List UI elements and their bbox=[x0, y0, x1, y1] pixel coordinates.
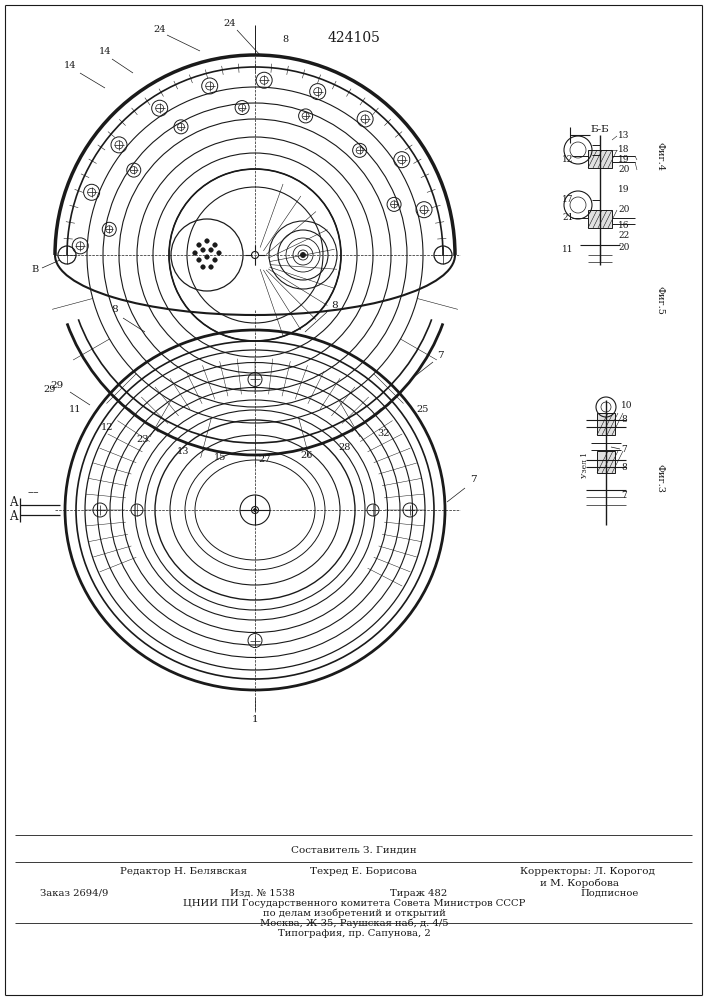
Circle shape bbox=[205, 255, 209, 259]
Text: Техред Е. Борисова: Техред Е. Борисова bbox=[310, 866, 417, 876]
Text: 21: 21 bbox=[562, 214, 573, 223]
Text: 8: 8 bbox=[621, 416, 626, 424]
Circle shape bbox=[205, 239, 209, 243]
Circle shape bbox=[254, 508, 257, 512]
Circle shape bbox=[213, 258, 217, 262]
Text: Москва, Ж-35, Раушская наб, д. 4/5: Москва, Ж-35, Раушская наб, д. 4/5 bbox=[259, 918, 448, 928]
Text: 29: 29 bbox=[50, 380, 64, 389]
Text: –: – bbox=[33, 487, 37, 497]
Text: B: B bbox=[31, 265, 39, 274]
Text: ЦНИИ ПИ Государственного комитета Совета Министров СССР: ЦНИИ ПИ Государственного комитета Совета… bbox=[183, 898, 525, 908]
Text: и М. Коробова: и М. Коробова bbox=[540, 878, 619, 888]
Text: 14: 14 bbox=[99, 47, 111, 56]
Text: Узел 1: Узел 1 bbox=[581, 452, 589, 478]
Text: 8: 8 bbox=[282, 35, 288, 44]
Text: 24: 24 bbox=[153, 24, 166, 33]
Text: 32: 32 bbox=[377, 428, 390, 438]
Text: по делам изобретений и открытий: по делам изобретений и открытий bbox=[262, 908, 445, 918]
Text: 10: 10 bbox=[621, 400, 633, 410]
Circle shape bbox=[252, 251, 259, 258]
Text: 18: 18 bbox=[618, 145, 629, 154]
Text: 8: 8 bbox=[621, 462, 626, 472]
Text: 17: 17 bbox=[562, 196, 573, 205]
Circle shape bbox=[201, 265, 205, 269]
Bar bbox=[588, 210, 612, 228]
Circle shape bbox=[300, 252, 305, 257]
Text: Заказ 2694/9: Заказ 2694/9 bbox=[40, 888, 108, 898]
Text: 27: 27 bbox=[259, 456, 271, 464]
Bar bbox=[588, 150, 612, 168]
Text: 29: 29 bbox=[44, 385, 56, 394]
Text: Составитель З. Гиндин: Составитель З. Гиндин bbox=[291, 846, 417, 854]
Text: 25: 25 bbox=[417, 406, 429, 414]
Text: –: – bbox=[27, 487, 33, 497]
Text: Фиг.5: Фиг.5 bbox=[655, 286, 664, 314]
Text: 20: 20 bbox=[618, 243, 629, 252]
Text: 24: 24 bbox=[223, 18, 236, 27]
Circle shape bbox=[209, 265, 214, 269]
Text: 12: 12 bbox=[562, 155, 573, 164]
Circle shape bbox=[201, 248, 205, 252]
Text: 8: 8 bbox=[332, 300, 339, 310]
Text: Типография, пр. Сапунова, 2: Типография, пр. Сапунова, 2 bbox=[278, 928, 431, 938]
Text: 11: 11 bbox=[562, 245, 573, 254]
Text: 26: 26 bbox=[300, 450, 313, 460]
Text: Фиг.3: Фиг.3 bbox=[655, 464, 664, 492]
Text: Тираж 482: Тираж 482 bbox=[390, 888, 448, 898]
Text: 23: 23 bbox=[136, 436, 149, 444]
Text: 7: 7 bbox=[469, 476, 477, 485]
Text: Фиг.4: Фиг.4 bbox=[655, 142, 664, 172]
Text: 12: 12 bbox=[101, 422, 113, 432]
Circle shape bbox=[217, 251, 221, 255]
Circle shape bbox=[197, 258, 201, 262]
Text: 20: 20 bbox=[618, 165, 629, 174]
Text: 19: 19 bbox=[618, 155, 629, 164]
Text: 8: 8 bbox=[112, 306, 118, 314]
Circle shape bbox=[197, 243, 201, 247]
Text: Подписное: Подписное bbox=[580, 888, 638, 898]
Text: 22: 22 bbox=[618, 231, 629, 239]
Circle shape bbox=[213, 243, 217, 247]
Text: 13: 13 bbox=[618, 131, 629, 140]
Text: 7: 7 bbox=[621, 490, 626, 499]
Circle shape bbox=[193, 251, 197, 255]
Text: 13: 13 bbox=[177, 446, 189, 456]
Circle shape bbox=[209, 248, 214, 252]
Text: 15: 15 bbox=[214, 454, 226, 462]
Text: Изд. № 1538: Изд. № 1538 bbox=[230, 888, 295, 898]
Text: 14: 14 bbox=[64, 60, 76, 70]
Text: 19: 19 bbox=[618, 186, 629, 194]
Text: 11: 11 bbox=[69, 406, 81, 414]
Text: 20: 20 bbox=[618, 206, 629, 215]
Bar bbox=[597, 451, 615, 473]
Bar bbox=[597, 413, 615, 435]
Text: 7: 7 bbox=[621, 446, 626, 454]
Text: A: A bbox=[8, 510, 17, 524]
Text: Б-Б: Б-Б bbox=[590, 125, 609, 134]
Text: 16: 16 bbox=[618, 221, 629, 230]
Text: Редактор Н. Белявская: Редактор Н. Белявская bbox=[120, 866, 247, 876]
Text: Корректоры: Л. Корогод: Корректоры: Л. Корогод bbox=[520, 866, 655, 876]
Text: 1: 1 bbox=[252, 716, 258, 724]
Text: 28: 28 bbox=[339, 442, 351, 452]
Text: 424105: 424105 bbox=[327, 31, 380, 45]
Text: A: A bbox=[8, 496, 17, 510]
Text: 7: 7 bbox=[437, 351, 443, 360]
